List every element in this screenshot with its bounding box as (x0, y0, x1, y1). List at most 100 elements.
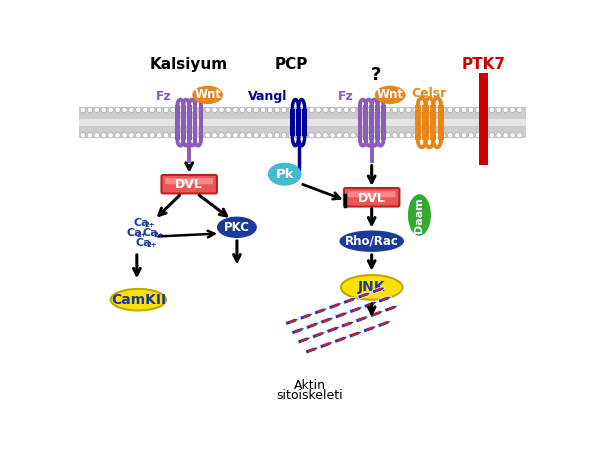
Polygon shape (323, 343, 330, 347)
Polygon shape (320, 317, 334, 324)
Bar (438, 105, 444, 140)
Circle shape (80, 107, 86, 112)
Circle shape (184, 107, 189, 112)
Circle shape (260, 107, 266, 112)
Polygon shape (370, 311, 384, 318)
Circle shape (254, 133, 259, 138)
Bar (430, 105, 437, 140)
Circle shape (247, 107, 252, 112)
Circle shape (219, 107, 224, 112)
Ellipse shape (268, 164, 301, 185)
Text: Fz: Fz (338, 90, 354, 103)
Polygon shape (355, 316, 369, 323)
Bar (358, 105, 362, 140)
Bar (193, 105, 198, 140)
Polygon shape (366, 327, 374, 331)
Circle shape (232, 107, 238, 112)
Circle shape (309, 107, 314, 112)
Circle shape (496, 107, 502, 112)
Circle shape (184, 133, 189, 138)
Polygon shape (309, 348, 316, 352)
Bar (181, 105, 186, 140)
Circle shape (219, 133, 224, 138)
Circle shape (323, 107, 328, 112)
Bar (296, 109, 301, 137)
Circle shape (448, 133, 453, 138)
Circle shape (510, 133, 515, 138)
Circle shape (441, 133, 446, 138)
Polygon shape (344, 323, 352, 326)
Circle shape (461, 133, 467, 138)
Text: Celsr: Celsr (412, 87, 447, 100)
Circle shape (316, 107, 321, 112)
Circle shape (365, 107, 370, 112)
Circle shape (101, 133, 106, 138)
Polygon shape (294, 329, 302, 333)
Circle shape (392, 133, 398, 138)
Circle shape (413, 133, 418, 138)
Circle shape (302, 107, 307, 112)
Polygon shape (341, 321, 355, 328)
Text: CamKII: CamKII (111, 292, 166, 307)
Circle shape (212, 133, 217, 138)
Circle shape (454, 133, 460, 138)
Polygon shape (315, 333, 323, 337)
Polygon shape (300, 314, 313, 320)
Circle shape (295, 107, 300, 112)
Circle shape (281, 133, 287, 138)
Polygon shape (323, 319, 331, 322)
Text: Ca: Ca (126, 228, 142, 238)
Circle shape (385, 107, 391, 112)
Circle shape (378, 133, 384, 138)
Polygon shape (352, 308, 360, 312)
Circle shape (330, 107, 335, 112)
FancyBboxPatch shape (348, 191, 395, 197)
Circle shape (337, 133, 342, 138)
Text: sitoiskeleti: sitoiskeleti (277, 389, 343, 402)
Circle shape (503, 107, 509, 112)
Polygon shape (326, 326, 340, 333)
Circle shape (129, 133, 134, 138)
Circle shape (468, 107, 474, 112)
Circle shape (517, 107, 522, 112)
Polygon shape (378, 321, 391, 328)
Bar (363, 105, 368, 140)
Circle shape (94, 133, 100, 138)
Text: Ca: Ca (134, 218, 149, 228)
Text: 2+: 2+ (145, 222, 155, 228)
Circle shape (489, 133, 494, 138)
Circle shape (136, 107, 141, 112)
Circle shape (454, 107, 460, 112)
Text: PCP: PCP (274, 57, 307, 72)
Circle shape (406, 107, 411, 112)
Polygon shape (330, 328, 337, 331)
Circle shape (517, 133, 522, 138)
Bar (79, 126, 526, 138)
Text: Pk: Pk (276, 168, 294, 181)
Circle shape (399, 133, 404, 138)
Polygon shape (332, 304, 339, 308)
Circle shape (288, 133, 293, 138)
Circle shape (399, 107, 404, 112)
Circle shape (226, 133, 231, 138)
Polygon shape (367, 303, 375, 307)
Circle shape (191, 133, 196, 138)
Circle shape (267, 107, 273, 112)
Circle shape (434, 107, 439, 112)
Circle shape (191, 107, 196, 112)
Text: Rho/Rac: Rho/Rac (345, 235, 399, 248)
Circle shape (254, 107, 259, 112)
Ellipse shape (193, 86, 222, 103)
Circle shape (281, 107, 287, 112)
Circle shape (122, 133, 127, 138)
Bar (290, 109, 294, 137)
Text: 2+: 2+ (154, 232, 165, 238)
Polygon shape (381, 298, 389, 301)
Circle shape (108, 133, 113, 138)
Polygon shape (375, 288, 383, 292)
Bar (381, 105, 386, 140)
Text: Aktin: Aktin (294, 379, 326, 393)
Ellipse shape (340, 231, 403, 251)
Bar (199, 105, 203, 140)
Polygon shape (309, 324, 317, 328)
